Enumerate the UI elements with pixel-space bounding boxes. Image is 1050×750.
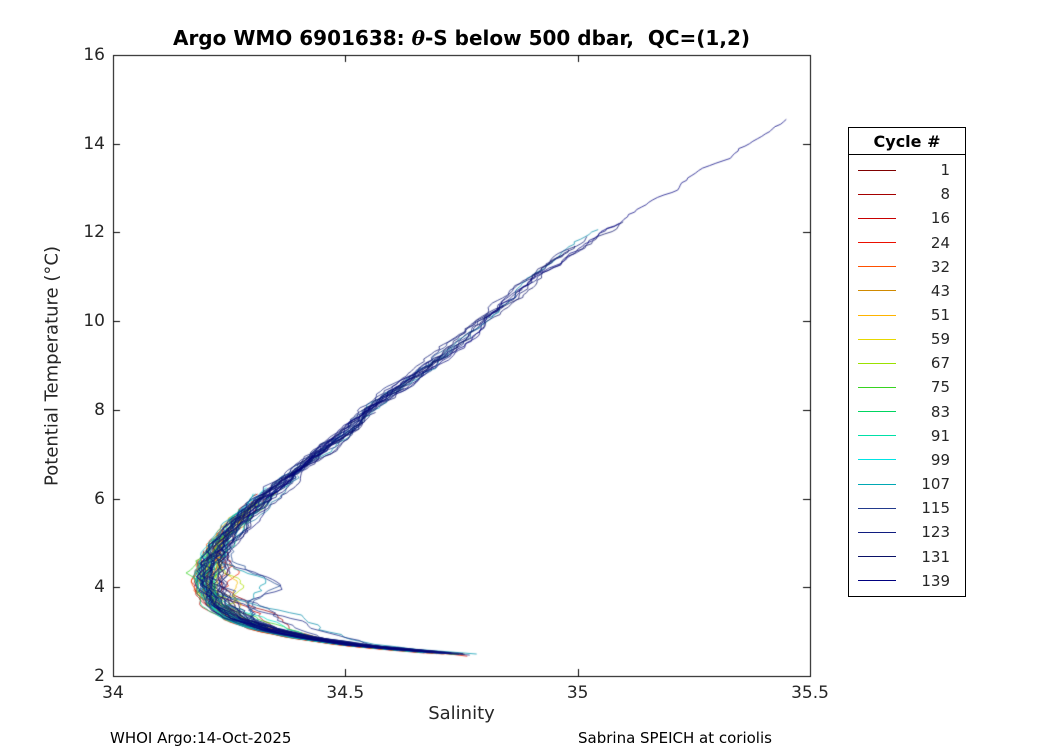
legend-entry-label: 107 <box>921 475 950 494</box>
legend-entry: 67 <box>849 352 965 374</box>
legend-line-sample <box>858 556 896 558</box>
legend-line-sample <box>858 290 896 292</box>
legend-line-sample <box>858 386 896 388</box>
legend-entry-label: 99 <box>930 450 950 469</box>
legend-entry-label: 67 <box>930 354 950 373</box>
legend-entry-label: 123 <box>921 523 950 542</box>
footer-provider-date: WHOI Argo:14-Oct-2025 <box>110 729 292 747</box>
legend-entry-label: 75 <box>930 378 950 397</box>
footer-attribution: Sabrina SPEICH at coriolis <box>578 729 772 747</box>
y-tick-label: 4 <box>94 577 105 598</box>
legend-line-sample <box>858 362 896 364</box>
legend-line-sample <box>858 242 896 244</box>
legend-entry-label: 32 <box>930 257 950 276</box>
y-tick-label: 8 <box>94 399 105 420</box>
chart-title-suffix: -S below 500 dbar, QC=(1,2) <box>424 26 751 50</box>
legend-entry-label: 83 <box>930 402 950 421</box>
chart-title: Argo WMO 6901638: θ-S below 500 dbar, QC… <box>113 26 810 50</box>
legend-entries: 1 8 16 24 32 43 51 59 67 75 83 91 99 107 115 123 131 139 <box>849 155 965 596</box>
x-tick-label: 35 <box>566 683 589 703</box>
y-axis-label: Potential Temperature (°C) <box>41 246 63 486</box>
legend-entry: 16 <box>849 207 965 229</box>
legend-line-sample <box>858 531 896 533</box>
legend-entry: 123 <box>849 521 965 543</box>
legend-entry-label: 59 <box>930 330 950 349</box>
legend-line-sample <box>858 459 896 461</box>
y-tick-label: 6 <box>94 488 105 509</box>
legend-line-sample <box>858 169 896 171</box>
legend-entry: 32 <box>849 256 965 278</box>
legend-entry: 91 <box>849 425 965 447</box>
legend-entry: 107 <box>849 473 965 495</box>
legend-line-sample <box>858 314 896 316</box>
y-tick-label: 2 <box>94 666 105 686</box>
legend-entry: 115 <box>849 497 965 519</box>
legend-entry-label: 51 <box>930 306 950 325</box>
legend-line-sample <box>858 193 896 195</box>
legend-entry: 59 <box>849 328 965 350</box>
legend-entry-label: 43 <box>930 281 950 300</box>
legend-entry-label: 16 <box>930 209 950 228</box>
legend-entry-label: 1 <box>940 161 950 180</box>
legend-line-sample <box>858 507 896 509</box>
chart-title-prefix: Argo WMO 6901638: <box>172 26 412 50</box>
x-tick-label: 34.5 <box>326 683 365 703</box>
legend-title: Cycle # <box>849 128 965 155</box>
legend-entry: 131 <box>849 546 965 568</box>
legend-line-sample <box>858 338 896 340</box>
legend-entry: 24 <box>849 232 965 254</box>
legend-entry: 1 <box>849 159 965 181</box>
y-tick-label: 16 <box>83 45 105 65</box>
y-tick-label: 12 <box>83 222 105 243</box>
legend-line-sample <box>858 580 896 582</box>
legend-entry: 99 <box>849 449 965 471</box>
legend-entry-label: 131 <box>921 547 950 566</box>
x-tick-label: 35.5 <box>791 683 829 703</box>
legend-entry-label: 8 <box>940 185 950 204</box>
legend-entry-label: 91 <box>930 426 950 445</box>
legend-entry: 75 <box>849 376 965 398</box>
legend-line-sample <box>858 483 896 485</box>
legend-entry-label: 115 <box>921 499 950 518</box>
x-axis-label: Salinity <box>428 703 495 724</box>
legend-entry: 8 <box>849 183 965 205</box>
legend-entry-label: 139 <box>921 571 950 590</box>
legend-entry: 43 <box>849 280 965 302</box>
legend: Cycle # 1 8 16 24 32 43 51 59 67 75 83 91 99 107 115 12… <box>848 127 966 597</box>
legend-entry-label: 24 <box>930 233 950 252</box>
theta-symbol: θ <box>411 26 425 50</box>
legend-entry: 139 <box>849 570 965 592</box>
legend-entry: 51 <box>849 304 965 326</box>
legend-line-sample <box>858 217 896 219</box>
y-tick-label: 14 <box>83 133 105 154</box>
legend-line-sample <box>858 411 896 413</box>
x-tick-label: 34 <box>102 683 124 703</box>
legend-entry: 83 <box>849 401 965 423</box>
legend-line-sample <box>858 266 896 268</box>
legend-line-sample <box>858 435 896 437</box>
y-tick-label: 10 <box>83 311 105 332</box>
